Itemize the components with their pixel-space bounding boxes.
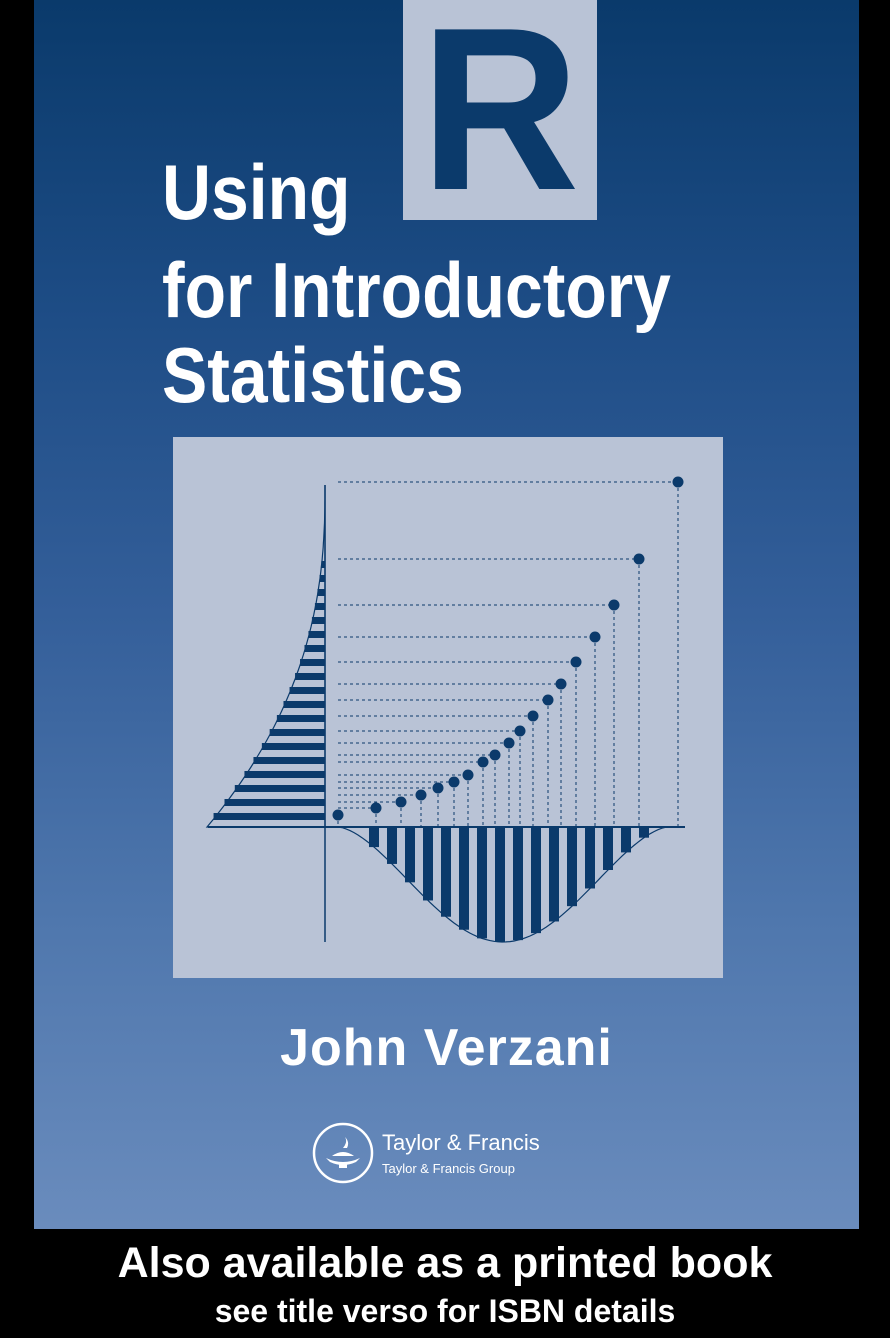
left-density-stripe	[295, 673, 325, 680]
bottom-density-stripe	[423, 827, 433, 901]
left-density-stripe	[253, 757, 325, 764]
bottom-density-stripe	[513, 827, 523, 941]
author-name: John Verzani	[280, 1019, 613, 1077]
curve-point	[672, 476, 684, 488]
curve-point	[370, 802, 382, 814]
left-density-stripe	[317, 589, 325, 596]
left-density-stripe	[321, 561, 325, 568]
bottom-density-stripe	[567, 827, 577, 907]
left-density-stripe	[224, 799, 325, 806]
curve-point	[570, 656, 582, 668]
bottom-density-outline	[337, 826, 669, 943]
curve-point	[503, 737, 515, 749]
publisher-name: Taylor & Francis	[382, 1130, 540, 1155]
left-density-stripe	[276, 715, 325, 722]
cover-illustration	[173, 437, 723, 978]
curve-point	[415, 789, 427, 801]
lamp-icon	[312, 1122, 374, 1184]
bottom-density-stripe	[477, 827, 487, 939]
title-line-1: Using	[162, 148, 351, 236]
book-cover: R Using for Introductory Statistics John…	[34, 0, 859, 1229]
bottom-density-stripe	[639, 827, 649, 838]
r-logo-letter: R	[420, 0, 580, 239]
left-density-stripe	[311, 617, 325, 624]
curve-point	[395, 796, 407, 808]
curve-point	[542, 694, 554, 706]
bottom-density-stripe	[603, 827, 613, 870]
left-density-stripe	[319, 575, 325, 582]
title-line-2: for Introductory	[162, 246, 671, 334]
title-line-3: Statistics	[162, 331, 464, 419]
bottom-density-stripe	[495, 827, 505, 942]
left-density-stripe	[244, 771, 325, 778]
curve-point	[462, 769, 474, 781]
curve-point	[477, 756, 489, 768]
left-density-stripe	[234, 785, 325, 792]
bottom-density-stripe	[441, 827, 451, 917]
curve-point	[432, 782, 444, 794]
bottom-density-stripe	[585, 827, 595, 889]
bottom-density-stripe	[549, 827, 559, 922]
curve-point	[448, 776, 460, 788]
publisher-group: Taylor & Francis Group	[382, 1161, 515, 1176]
left-density-stripe	[213, 813, 325, 820]
bottom-density-stripe	[369, 827, 379, 848]
left-density-stripe	[289, 687, 325, 694]
curve-point	[489, 749, 501, 761]
curve-point	[555, 678, 567, 690]
curve-point	[589, 631, 601, 643]
publisher-block: Taylor & Francis Taylor & Francis Group	[312, 1122, 612, 1192]
curve-point	[527, 710, 539, 722]
curve-point	[633, 553, 645, 565]
availability-notice: Also available as a printed book	[117, 1239, 773, 1287]
left-density-stripe	[314, 603, 325, 610]
statistics-illustration-icon	[205, 476, 685, 943]
isbn-notice: see title verso for ISBN details	[214, 1293, 676, 1329]
bottom-density-stripe	[531, 827, 541, 934]
left-density-stripe	[269, 729, 325, 736]
left-density-stripe	[261, 743, 325, 750]
bottom-density-stripe	[459, 827, 469, 930]
r-logo-box: R	[403, 0, 597, 239]
curve-point	[514, 725, 526, 737]
left-density-stripe	[308, 631, 325, 638]
left-density-stripe	[300, 659, 325, 666]
bottom-density-stripe	[387, 827, 397, 864]
curve-point	[608, 599, 620, 611]
bottom-density-stripe	[621, 827, 631, 853]
left-density-stripe	[283, 701, 325, 708]
bottom-density-stripe	[405, 827, 415, 883]
left-density-stripe	[304, 645, 325, 652]
curve-point	[332, 809, 344, 821]
